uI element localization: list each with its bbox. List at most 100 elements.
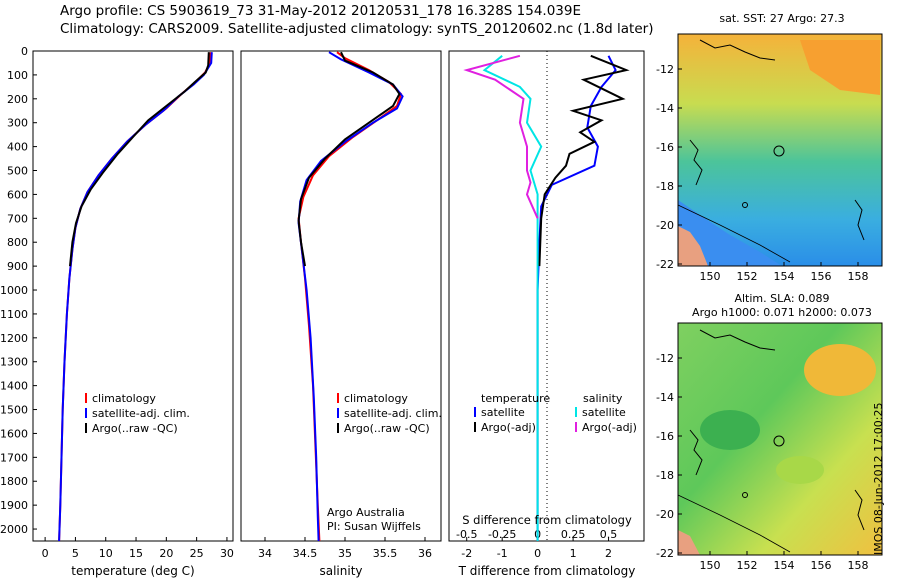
map-x-tick-label: 156 [811, 559, 832, 572]
legend-label: Argo(..raw -QC) [344, 422, 430, 435]
legend-header-temperature: temperature [481, 392, 550, 405]
map-x-tick-label: 158 [848, 559, 869, 572]
legend-label: satellite-adj. clim. [92, 407, 190, 420]
map-x-tick-label: 154 [774, 270, 795, 283]
sst-map-title: sat. SST: 27 Argo: 27.3 [719, 12, 844, 25]
series-line-s-argo [463, 54, 539, 219]
x-tick-label: 0 [42, 547, 49, 560]
map-y-tick-label: -22 [656, 547, 674, 560]
salinity-ticks: 34 34.5 35 35.5 36 [258, 537, 432, 560]
x-tick-label: 1 [570, 547, 577, 560]
map-y-tick-label: -12 [656, 352, 674, 365]
salinity-xlabel: salinity [319, 564, 362, 578]
island-contour [854, 199, 865, 241]
sst-map-frame [677, 33, 883, 267]
plot-title-line2: Climatology: CARS2009. Satellite-adjuste… [60, 21, 654, 37]
reef-contour [689, 429, 703, 476]
y-tick-label: 2000 [0, 523, 28, 536]
x-tick-label: 35 [338, 547, 352, 560]
sla-low-anomaly [700, 410, 760, 450]
salinity-legend: climatology satellite-adj. clim. Argo(..… [327, 392, 442, 533]
y-tick-label: 1000 [0, 284, 28, 297]
y-tick-label: 400 [7, 141, 28, 154]
y-tick-label: 1700 [0, 451, 28, 464]
salinity-series [297, 51, 404, 541]
series-line-satellite [297, 51, 404, 541]
sst-map-ticks: 150 152 154 156 158 -12 -14 -16 -18 -20 -22 [656, 63, 868, 283]
map-x-tick-label: 156 [811, 270, 832, 283]
island-contour [854, 489, 865, 531]
temperature-xlabel: temperature (deg C) [71, 564, 194, 578]
argo-australia-label: Argo Australia [327, 506, 405, 519]
x-tick-label: 36 [418, 547, 432, 560]
x-tick-label-top: -0.5 [456, 528, 477, 541]
sla-mid-anomaly [776, 456, 824, 484]
series-line-satellite [58, 52, 213, 541]
coast-land [678, 226, 708, 266]
x-tick-label: 10 [99, 547, 113, 560]
series-line-t-satellite [536, 55, 617, 541]
legend-label: climatology [344, 392, 408, 405]
map-x-tick-label: 154 [774, 559, 795, 572]
sla-map-title-1: Altim. SLA: 0.089 [734, 292, 829, 305]
legend-label: Argo(-adj) [481, 421, 536, 434]
difference-legend: temperature salinity satellite Argo(-adj… [474, 392, 637, 434]
map-y-tick-label: -20 [656, 219, 674, 232]
map-y-tick-label: -18 [656, 469, 674, 482]
x-tick-label-top: 0.5 [600, 528, 618, 541]
series-line-climatology [297, 51, 403, 541]
difference-series [463, 54, 630, 541]
y-tick-label: 1800 [0, 475, 28, 488]
sla-high-anomaly [804, 344, 876, 396]
y-tick-label: 100 [7, 69, 28, 82]
map-y-tick-label: -20 [656, 508, 674, 521]
y-tick-label: 900 [7, 260, 28, 273]
sst-cool-water [678, 200, 782, 266]
plot-title-line1: Argo profile: CS 5903619_73 31-May-2012 … [60, 3, 581, 19]
map-x-tick-label: 152 [737, 559, 758, 572]
map-y-tick-label: -16 [656, 430, 674, 443]
y-tick-label: 1600 [0, 427, 28, 440]
shelf-contour [677, 494, 791, 553]
x-tick-label: 2 [605, 547, 612, 560]
y-tick-label: 500 [7, 165, 28, 178]
map-y-tick-label: -14 [656, 102, 674, 115]
legend-label: satellite [481, 406, 525, 419]
temperature-legend: climatology satellite-adj. clim. Argo(..… [85, 392, 190, 435]
series-line-s-satellite [482, 55, 543, 541]
x-tick-label: -1 [497, 547, 508, 560]
map-y-tick-label: -14 [656, 391, 674, 404]
shelf-contour [677, 204, 791, 263]
x-tick-label: 5 [72, 547, 79, 560]
map-y-tick-label: -12 [656, 63, 674, 76]
series-line-argo [297, 51, 401, 267]
map-y-tick-label: -16 [656, 141, 674, 154]
x-tick-label: 34 [258, 547, 272, 560]
x-tick-label: 25 [190, 547, 204, 560]
reef-contour [689, 139, 703, 186]
map-x-tick-label: 158 [848, 270, 869, 283]
coast-land [678, 530, 700, 555]
y-tick-label: 1200 [0, 332, 28, 345]
island-marker [742, 202, 748, 208]
map-x-tick-label: 150 [700, 270, 721, 283]
series-line-climatology [58, 52, 212, 541]
legend-label: Argo(..raw -QC) [92, 422, 178, 435]
sst-map: sat. SST: 27 Argo: 27.3 150 152 154 156 158 -… [656, 12, 883, 283]
x-tick-label: 0 [534, 547, 541, 560]
y-tick-label: 1400 [0, 380, 28, 393]
argo-position-marker [773, 145, 785, 157]
map-x-tick-label: 150 [700, 559, 721, 572]
sla-map-title-2: Argo h1000: 0.071 h2000: 0.073 [692, 306, 872, 319]
temperature-axes [32, 50, 234, 542]
x-tick-label: 20 [159, 547, 173, 560]
x-tick-label: 30 [220, 547, 234, 560]
y-tick-label: 0 [21, 45, 28, 58]
x-tick-label: 15 [129, 547, 143, 560]
y-tick-label: 800 [7, 236, 28, 249]
imos-timestamp: IMOS 08-Jun-2012 17:00:25 [872, 402, 885, 555]
legend-header-salinity: salinity [583, 392, 623, 405]
legend-label: satellite-adj. clim. [344, 407, 442, 420]
y-tick-label: 1300 [0, 356, 28, 369]
